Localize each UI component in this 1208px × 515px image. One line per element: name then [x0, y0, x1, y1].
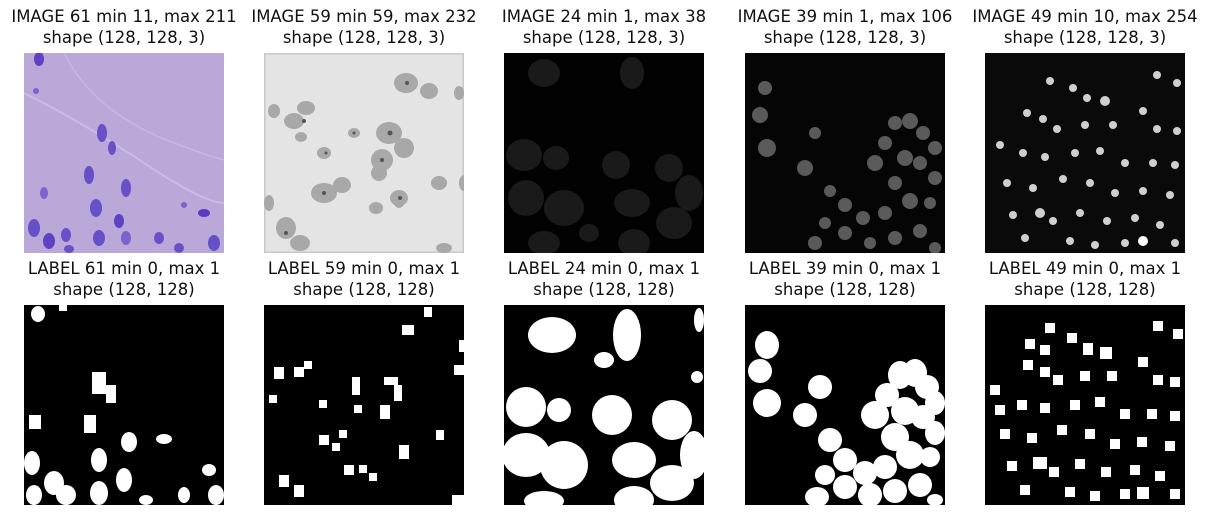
- label-title-line1: LABEL 61 min 0, max 1: [27, 259, 221, 278]
- label-title-line2: shape (128, 128): [293, 280, 435, 299]
- histology-stain-thumbnail: [24, 53, 224, 253]
- binary-mask-thumbnail: [24, 305, 224, 505]
- bright-nuclei-thumbnail: [985, 53, 1185, 253]
- binary-mask-thumbnail: [985, 305, 1185, 505]
- label-title-line1: LABEL 49 min 0, max 1: [988, 259, 1182, 278]
- label-title-line2: shape (128, 128): [774, 280, 916, 299]
- image-title-line1: IMAGE 39 min 1, max 106: [737, 7, 953, 26]
- image-title-line2: shape (128, 128, 3): [42, 28, 206, 47]
- label-title-line1: LABEL 39 min 0, max 1: [748, 259, 942, 278]
- image-title-line2: shape (128, 128, 3): [1003, 28, 1167, 47]
- label-title-line2: shape (128, 128): [533, 280, 675, 299]
- label-title-line2: shape (128, 128): [53, 280, 195, 299]
- brightfield-cells-thumbnail: [264, 53, 464, 253]
- label-title-line1: LABEL 59 min 0, max 1: [267, 259, 461, 278]
- fluorescence-nuclei-thumbnail: [745, 53, 945, 253]
- image-title-line1: IMAGE 61 min 11, max 211: [11, 7, 237, 26]
- image-title-line1: IMAGE 49 min 10, max 254: [972, 7, 1198, 26]
- image-title-line1: IMAGE 24 min 1, max 38: [501, 7, 707, 26]
- image-title-line2: shape (128, 128, 3): [282, 28, 446, 47]
- dim-fluorescence-thumbnail: [504, 53, 704, 253]
- image-title-line1: IMAGE 59 min 59, max 232: [251, 7, 477, 26]
- image-title-line2: shape (128, 128, 3): [763, 28, 927, 47]
- label-title-line2: shape (128, 128): [1014, 280, 1156, 299]
- binary-mask-thumbnail: [504, 305, 704, 505]
- binary-mask-thumbnail: [745, 305, 945, 505]
- label-title-line1: LABEL 24 min 0, max 1: [507, 259, 701, 278]
- binary-mask-thumbnail: [264, 305, 464, 505]
- image-title-line2: shape (128, 128, 3): [522, 28, 686, 47]
